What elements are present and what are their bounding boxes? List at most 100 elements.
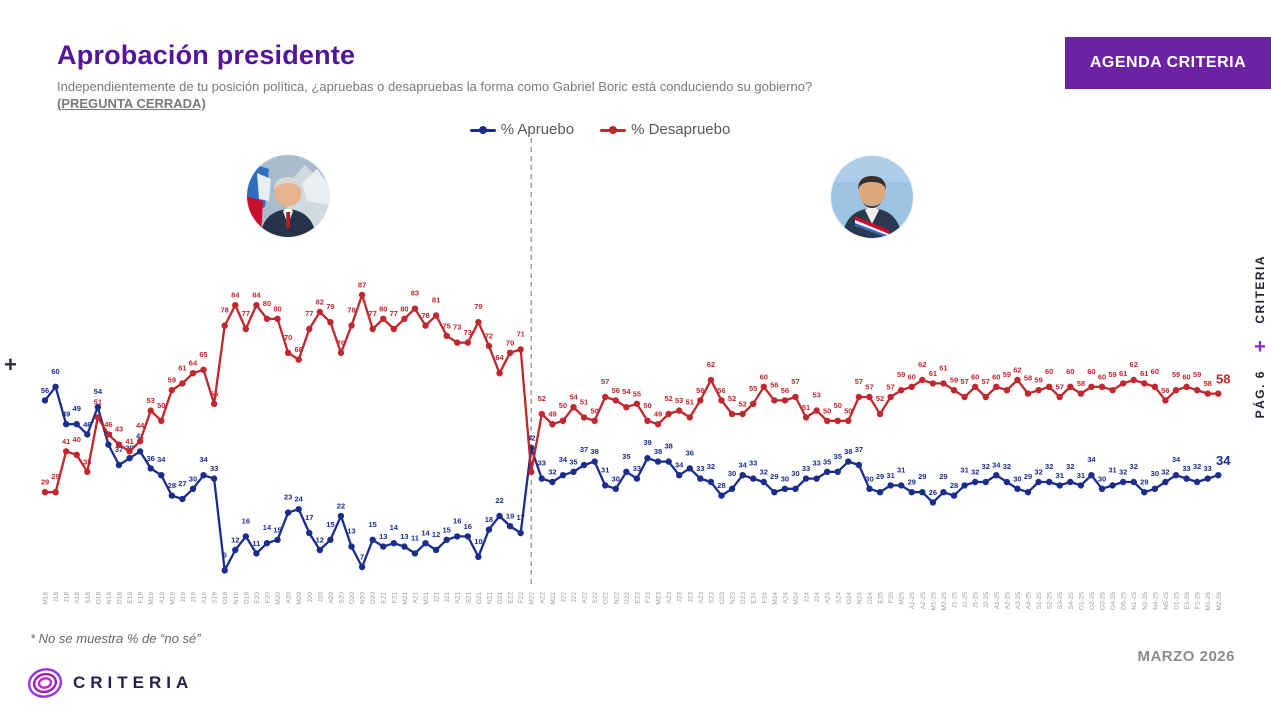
- svg-text:14: 14: [390, 523, 399, 532]
- svg-text:31: 31: [1077, 471, 1085, 480]
- svg-text:33: 33: [802, 464, 810, 473]
- right-rail: CRITERIA + PÁG. 6: [1253, 255, 1267, 465]
- svg-text:14: 14: [263, 523, 272, 532]
- svg-text:52: 52: [728, 394, 736, 403]
- svg-text:A23: A23: [698, 592, 705, 604]
- svg-text:S4-25: S4-25: [1068, 592, 1075, 610]
- svg-text:F22: F22: [518, 592, 525, 604]
- svg-text:31: 31: [1108, 465, 1116, 474]
- svg-text:57: 57: [601, 377, 609, 386]
- svg-text:32: 32: [1161, 468, 1169, 477]
- svg-text:26: 26: [929, 488, 937, 497]
- svg-text:57: 57: [982, 377, 990, 386]
- svg-text:A1-25: A1-25: [909, 592, 916, 610]
- svg-text:F20: F20: [264, 592, 271, 604]
- svg-text:34: 34: [157, 455, 166, 464]
- svg-text:S19: S19: [212, 592, 219, 604]
- svg-text:O5-25: O5-25: [1121, 592, 1128, 610]
- svg-text:E24: E24: [751, 592, 758, 604]
- svg-text:D24: D24: [867, 592, 874, 604]
- svg-text:32: 32: [1045, 462, 1053, 471]
- svg-text:54: 54: [569, 393, 578, 402]
- svg-text:30: 30: [728, 469, 736, 478]
- svg-text:J2-25: J2-25: [983, 592, 990, 609]
- svg-text:A3-25: A3-25: [1015, 592, 1022, 610]
- svg-text:62: 62: [918, 360, 926, 369]
- svg-text:D23: D23: [740, 592, 747, 604]
- svg-text:56: 56: [770, 380, 778, 389]
- svg-text:F19: F19: [138, 592, 145, 604]
- svg-text:O2-25: O2-25: [1089, 592, 1096, 610]
- svg-text:A18: A18: [74, 592, 81, 604]
- svg-text:70: 70: [284, 333, 292, 342]
- svg-text:78: 78: [347, 306, 355, 315]
- svg-text:58: 58: [1216, 372, 1230, 387]
- svg-text:82: 82: [316, 298, 324, 307]
- svg-text:57: 57: [855, 377, 863, 386]
- svg-text:M20: M20: [296, 592, 303, 605]
- svg-text:S2-25: S2-25: [1047, 592, 1054, 610]
- svg-text:68: 68: [295, 345, 303, 354]
- svg-text:F23: F23: [645, 592, 652, 604]
- svg-text:M24: M24: [772, 592, 779, 605]
- svg-text:46: 46: [104, 420, 112, 429]
- svg-text:O20: O20: [349, 592, 356, 605]
- svg-text:J2-25: J2-25: [962, 592, 969, 609]
- svg-text:56: 56: [1161, 386, 1169, 395]
- svg-text:50: 50: [590, 406, 598, 415]
- svg-text:J1-25: J1-25: [973, 592, 980, 609]
- svg-text:31: 31: [960, 465, 968, 474]
- svg-text:50: 50: [643, 401, 651, 410]
- svg-text:S21: S21: [465, 592, 472, 604]
- svg-text:M25: M25: [899, 592, 906, 605]
- svg-text:13: 13: [379, 532, 387, 541]
- agenda-criteria-button[interactable]: AGENDA CRITERIA: [1065, 37, 1271, 89]
- svg-text:28: 28: [950, 481, 958, 490]
- svg-text:31: 31: [886, 471, 894, 480]
- approval-line-chart: M18 J18 J18 A18 S18 O18 N18 D18 E19 F19 M19 A19 M19 J…: [0, 130, 1271, 635]
- svg-text:53: 53: [812, 391, 820, 400]
- svg-text:16: 16: [453, 516, 461, 525]
- svg-text:59: 59: [168, 376, 176, 385]
- svg-text:O23: O23: [719, 592, 726, 605]
- svg-text:14: 14: [421, 529, 430, 538]
- svg-text:13: 13: [347, 527, 355, 536]
- svg-text:D22: D22: [624, 592, 631, 604]
- svg-text:56: 56: [41, 386, 49, 395]
- svg-text:53: 53: [147, 396, 155, 405]
- svg-text:16: 16: [242, 516, 250, 525]
- svg-text:A23: A23: [666, 592, 673, 604]
- svg-text:80: 80: [379, 304, 387, 313]
- svg-text:A20: A20: [286, 592, 293, 604]
- svg-text:A1-25: A1-25: [994, 592, 1001, 610]
- svg-text:36: 36: [686, 448, 694, 457]
- svg-text:30: 30: [1098, 474, 1106, 483]
- svg-text:O3-25: O3-25: [1100, 592, 1107, 610]
- svg-text:28: 28: [717, 481, 725, 490]
- svg-text:29: 29: [41, 478, 49, 487]
- svg-text:19: 19: [506, 512, 514, 521]
- svg-text:60: 60: [1066, 367, 1074, 376]
- svg-text:60: 60: [971, 372, 979, 381]
- svg-text:S24: S24: [835, 592, 842, 604]
- svg-text:J18: J18: [64, 592, 71, 603]
- svg-text:60: 60: [51, 367, 59, 376]
- svg-text:D1-25: D1-25: [1173, 592, 1180, 610]
- svg-text:S1-25: S1-25: [1036, 592, 1043, 610]
- svg-text:84: 84: [231, 291, 240, 300]
- svg-text:58: 58: [1024, 374, 1032, 383]
- rail-plus-decoration: +: [1254, 335, 1266, 358]
- svg-text:A21: A21: [455, 592, 462, 604]
- svg-text:55: 55: [749, 384, 757, 393]
- svg-text:61: 61: [1140, 369, 1148, 378]
- svg-text:29: 29: [1140, 478, 1148, 487]
- pregunta-cerrada-label: (PREGUNTA CERRADA): [57, 96, 206, 111]
- svg-text:65: 65: [199, 350, 207, 359]
- svg-text:31: 31: [1056, 471, 1064, 480]
- page-number: PÁG. 6: [1253, 369, 1267, 419]
- svg-text:29: 29: [770, 472, 778, 481]
- criteria-rings-icon: [27, 668, 63, 698]
- svg-text:A4-25: A4-25: [1026, 592, 1033, 610]
- svg-text:M2-25: M2-25: [941, 592, 948, 611]
- svg-text:60: 60: [992, 372, 1000, 381]
